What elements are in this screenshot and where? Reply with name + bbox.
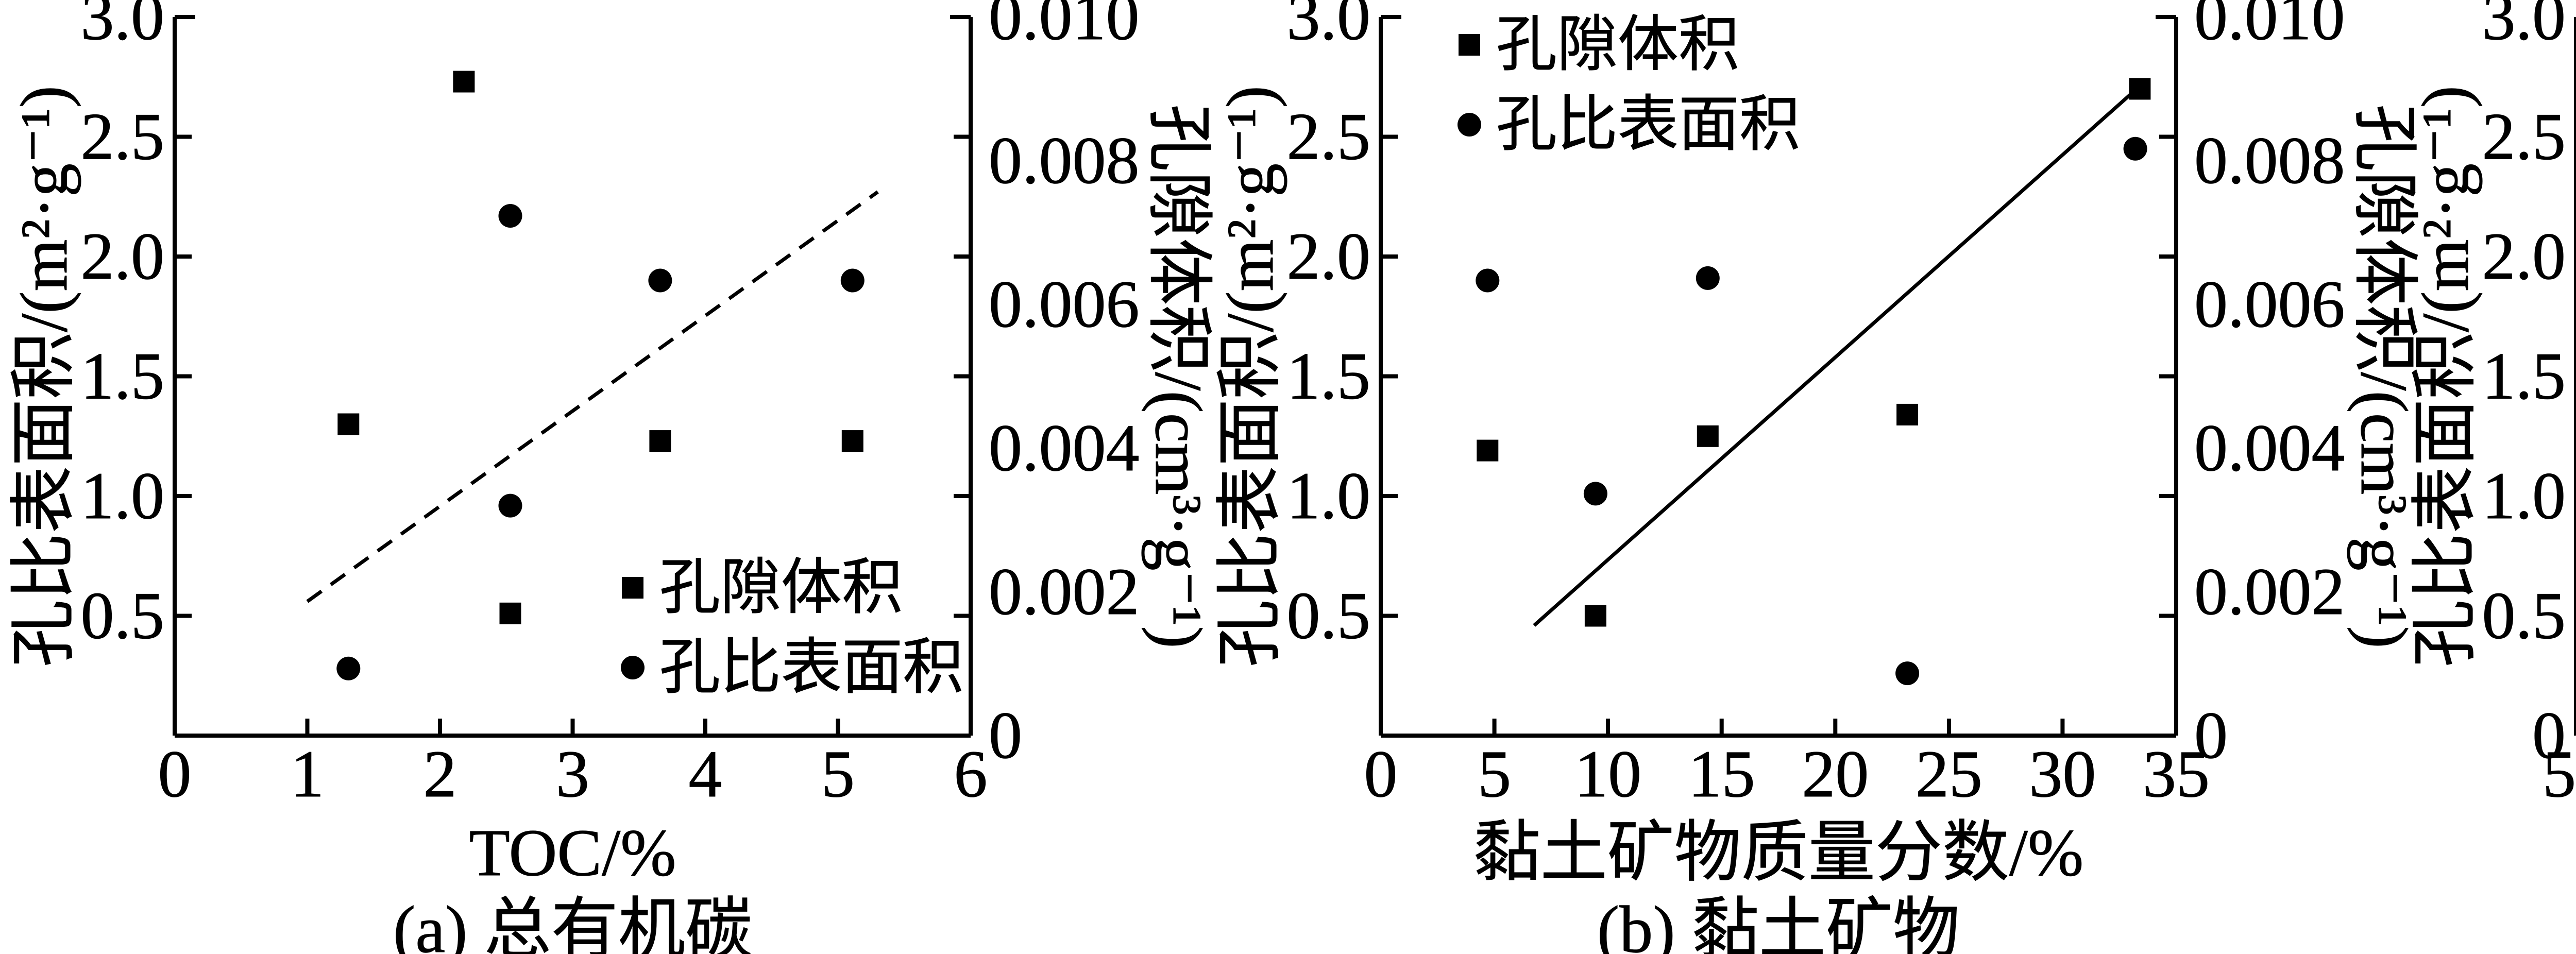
- svg-text:2.0: 2.0: [81, 219, 165, 294]
- svg-text:(a) 总有机碳: (a) 总有机碳: [393, 893, 752, 954]
- svg-text:2.0: 2.0: [2482, 219, 2566, 294]
- svg-text:50: 50: [2543, 737, 2576, 811]
- svg-text:3.0: 3.0: [1287, 0, 1371, 54]
- svg-text:3: 3: [556, 737, 589, 811]
- svg-text:6: 6: [954, 737, 988, 811]
- svg-text:TOC/%: TOC/%: [469, 816, 676, 890]
- svg-text:1.5: 1.5: [1287, 339, 1371, 414]
- svg-text:孔隙体积: 孔隙体积: [659, 554, 903, 622]
- svg-text:孔隙体积/(cm³·g⁻¹): 孔隙体积/(cm³·g⁻¹): [1141, 104, 1215, 648]
- svg-text:0: 0: [158, 737, 192, 811]
- svg-text:0: 0: [989, 699, 1022, 773]
- svg-text:0.5: 0.5: [1287, 579, 1371, 653]
- svg-text:孔隙体积: 孔隙体积: [1496, 11, 1739, 79]
- svg-text:孔比表面积/(m²·g⁻¹): 孔比表面积/(m²·g⁻¹): [2409, 86, 2483, 667]
- svg-text:15: 15: [1688, 737, 1755, 811]
- svg-text:30: 30: [2029, 737, 2096, 811]
- svg-text:0.5: 0.5: [81, 579, 165, 653]
- svg-text:0.006: 0.006: [2194, 267, 2345, 342]
- svg-text:1: 1: [291, 737, 324, 811]
- svg-text:孔比表面积/(m²·g⁻¹): 孔比表面积/(m²·g⁻¹): [1213, 86, 1287, 667]
- svg-text:0.010: 0.010: [989, 0, 1140, 54]
- svg-text:0.5: 0.5: [2482, 579, 2566, 653]
- svg-text:5: 5: [821, 737, 855, 811]
- svg-text:5: 5: [1478, 737, 1511, 811]
- svg-text:孔比表面积: 孔比表面积: [659, 634, 963, 702]
- svg-text:黏土矿物质量分数/%: 黏土矿物质量分数/%: [1473, 816, 2083, 890]
- svg-text:孔比表面积/(m²·g⁻¹): 孔比表面积/(m²·g⁻¹): [7, 86, 81, 667]
- svg-text:1.5: 1.5: [2482, 339, 2566, 414]
- svg-text:4: 4: [689, 737, 722, 811]
- svg-text:3.0: 3.0: [81, 0, 165, 54]
- svg-text:0: 0: [1364, 737, 1398, 811]
- svg-text:2.5: 2.5: [2482, 100, 2566, 174]
- svg-text:35: 35: [2143, 737, 2210, 811]
- svg-text:1.0: 1.0: [1287, 459, 1371, 533]
- svg-text:1.0: 1.0: [2482, 459, 2566, 533]
- svg-text:1.5: 1.5: [81, 339, 165, 414]
- svg-text:2.5: 2.5: [81, 100, 165, 174]
- svg-text:2.0: 2.0: [1287, 219, 1371, 294]
- svg-text:0.006: 0.006: [989, 267, 1140, 342]
- svg-text:0.010: 0.010: [2194, 0, 2345, 54]
- svg-text:25: 25: [1916, 737, 1982, 811]
- svg-text:0.004: 0.004: [989, 411, 1140, 485]
- svg-text:孔比表面积: 孔比表面积: [1496, 91, 1800, 159]
- svg-text:(b) 黏土矿物: (b) 黏土矿物: [1597, 893, 1960, 954]
- svg-text:2: 2: [423, 737, 457, 811]
- svg-text:0.004: 0.004: [2194, 411, 2345, 485]
- svg-text:3.0: 3.0: [2482, 0, 2566, 54]
- svg-text:0.008: 0.008: [989, 124, 1140, 198]
- svg-text:10: 10: [1574, 737, 1641, 811]
- svg-text:20: 20: [1802, 737, 1869, 811]
- svg-text:0.008: 0.008: [2194, 124, 2345, 198]
- svg-text:0.002: 0.002: [2194, 555, 2345, 629]
- svg-text:0.002: 0.002: [989, 555, 1140, 629]
- svg-text:1.0: 1.0: [81, 459, 165, 533]
- svg-text:2.5: 2.5: [1287, 100, 1371, 174]
